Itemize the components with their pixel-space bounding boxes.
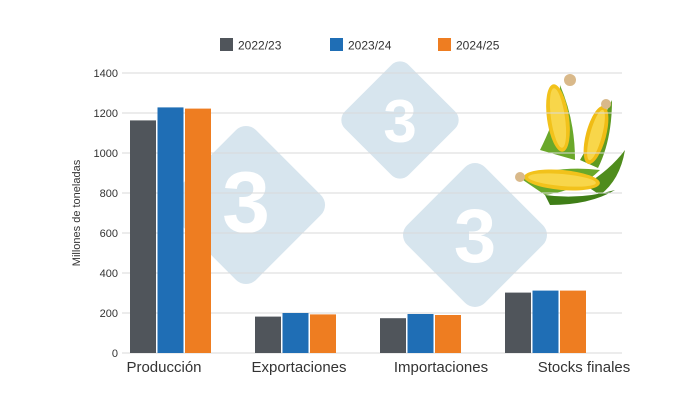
bar bbox=[185, 108, 211, 353]
y-tick-label: 800 bbox=[100, 188, 118, 200]
svg-text:3: 3 bbox=[222, 155, 270, 251]
bar bbox=[532, 290, 559, 353]
corn-cobs-icon bbox=[515, 74, 625, 205]
y-tick-label: 1400 bbox=[94, 68, 118, 80]
watermark-logo: 3 3 3 bbox=[166, 61, 547, 307]
y-tick-label: 400 bbox=[100, 268, 118, 280]
legend-swatch bbox=[330, 38, 343, 51]
legend-label: 2022/23 bbox=[238, 39, 282, 53]
svg-text:3: 3 bbox=[454, 194, 496, 279]
y-axis-title: Millones de toneladas bbox=[71, 159, 83, 266]
bar bbox=[505, 292, 531, 353]
bar bbox=[157, 107, 184, 354]
bar bbox=[282, 313, 309, 353]
y-tick-label: 600 bbox=[100, 228, 118, 240]
svg-text:3: 3 bbox=[383, 88, 416, 155]
legend-swatch bbox=[438, 38, 451, 51]
bar bbox=[407, 314, 434, 353]
x-axis-labels: Producción Exportaciones Importaciones Stoc… bbox=[126, 359, 630, 376]
legend-swatch bbox=[220, 38, 233, 51]
x-category-label: Importaciones bbox=[394, 359, 488, 376]
bar bbox=[380, 318, 406, 353]
x-category-label: Producción bbox=[126, 359, 201, 376]
y-tick-label: 1200 bbox=[94, 108, 118, 120]
x-category-label: Exportaciones bbox=[251, 359, 346, 376]
y-axis-ticks: 0 200 400 600 800 1000 1200 1400 bbox=[94, 68, 118, 360]
bar bbox=[310, 314, 336, 353]
bar bbox=[130, 120, 156, 354]
legend: 2022/23 2023/24 2024/25 bbox=[220, 38, 500, 53]
bar bbox=[435, 315, 461, 353]
x-category-label: Stocks finales bbox=[538, 359, 631, 376]
legend-label: 2024/25 bbox=[456, 39, 500, 53]
y-tick-label: 0 bbox=[112, 348, 118, 360]
legend-label: 2023/24 bbox=[348, 39, 392, 53]
y-tick-label: 200 bbox=[100, 308, 118, 320]
bars bbox=[130, 107, 586, 354]
bar bbox=[255, 316, 281, 353]
y-tick-label: 1000 bbox=[94, 148, 118, 160]
bar bbox=[560, 290, 586, 353]
